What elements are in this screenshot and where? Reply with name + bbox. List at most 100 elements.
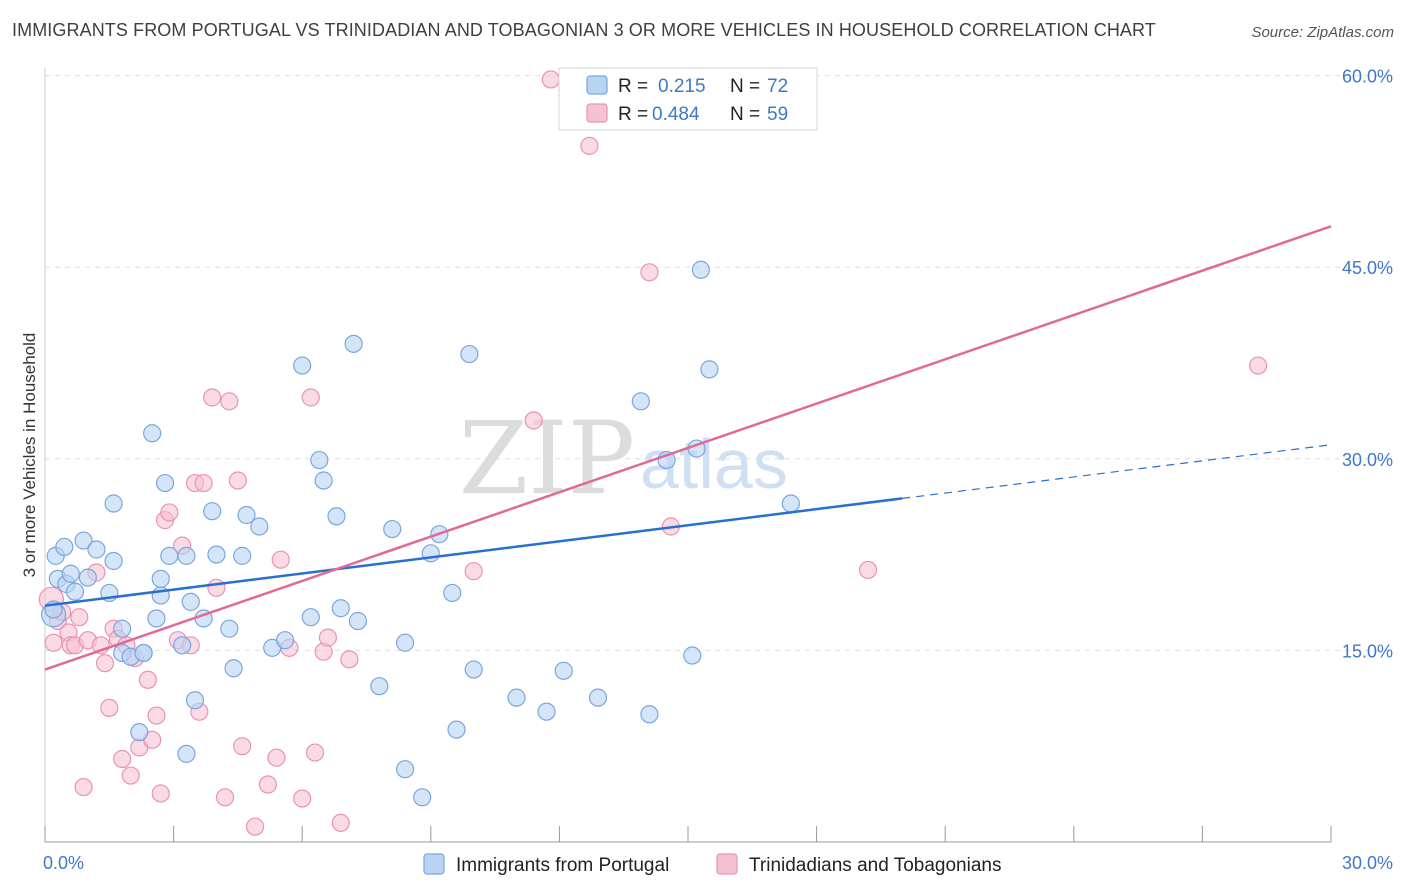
- legend-n-value-1: 72: [767, 76, 788, 97]
- point-portugal: [554, 661, 573, 680]
- point-trinidadians: [147, 706, 166, 725]
- point-portugal: [147, 609, 166, 628]
- legend-r-value-1: 0.215: [658, 76, 706, 97]
- point-trinidadians: [74, 777, 93, 797]
- legend-bottom-swatch-trinidadians: [716, 853, 738, 875]
- point-trinidadians: [203, 388, 222, 407]
- legend-r-value-2: 0.484: [652, 104, 700, 125]
- trend-line-portugal-extension: [902, 444, 1332, 499]
- point-portugal: [413, 788, 432, 807]
- y-tick-label: 60.0%: [1342, 67, 1393, 87]
- point-trinidadians: [464, 562, 483, 581]
- watermark-zip: ZIP: [459, 400, 635, 517]
- point-trinidadians: [318, 628, 338, 647]
- point-portugal: [348, 611, 368, 631]
- series-trinidadians-points: [38, 70, 1268, 836]
- point-portugal: [700, 360, 719, 379]
- point-portugal: [344, 334, 363, 353]
- point-trinidadians: [100, 698, 119, 717]
- point-portugal: [185, 691, 205, 710]
- y-tick-label: 45.0%: [1342, 258, 1393, 278]
- point-portugal: [301, 608, 320, 627]
- point-portugal: [181, 592, 200, 611]
- point-portugal: [537, 702, 556, 721]
- point-trinidadians: [228, 471, 247, 490]
- point-portugal: [177, 744, 196, 763]
- point-portugal: [61, 564, 80, 583]
- trend-lines: [44, 225, 1332, 671]
- point-trinidadians: [640, 263, 659, 282]
- point-portugal: [293, 356, 312, 375]
- watermark: ZIP atlas: [459, 400, 788, 517]
- point-portugal: [177, 546, 196, 565]
- y-tick-label: 30.0%: [1342, 450, 1393, 470]
- series-portugal-points: [40, 260, 800, 807]
- x-tick-label: 30.0%: [1342, 853, 1393, 873]
- point-trinidadians: [331, 813, 350, 832]
- point-portugal: [781, 494, 800, 513]
- point-portugal: [395, 633, 415, 652]
- point-trinidadians: [580, 136, 599, 155]
- point-portugal: [683, 646, 702, 665]
- point-portugal: [151, 569, 170, 588]
- point-portugal: [327, 507, 346, 526]
- legend-n-label-1: N =: [730, 76, 760, 97]
- point-trinidadians: [267, 748, 286, 767]
- point-trinidadians: [160, 503, 179, 522]
- point-portugal: [134, 643, 153, 663]
- point-portugal: [78, 568, 97, 587]
- point-portugal: [507, 688, 526, 707]
- point-trinidadians: [138, 670, 157, 689]
- point-portugal: [203, 502, 222, 521]
- point-portugal: [631, 392, 650, 411]
- point-portugal: [233, 546, 252, 565]
- legend-r-label-2: R =: [618, 104, 648, 125]
- point-trinidadians: [271, 550, 290, 569]
- point-trinidadians: [541, 70, 560, 89]
- point-portugal: [55, 537, 74, 557]
- point-trinidadians: [258, 775, 278, 794]
- legend-bottom-label-trinidadians: Trinidadians and Tobagonians: [749, 855, 1001, 876]
- point-portugal: [447, 720, 466, 739]
- point-portugal: [130, 723, 149, 742]
- point-trinidadians: [245, 817, 265, 836]
- legend-n-label-2: N =: [730, 104, 760, 125]
- point-trinidadians: [220, 392, 239, 411]
- point-portugal: [460, 344, 479, 364]
- legend-top: R = 0.215 N = 72 R = 0.484 N = 59: [558, 67, 818, 131]
- gridlines: [45, 75, 1393, 651]
- point-trinidadians: [305, 743, 325, 762]
- point-trinidadians: [301, 388, 320, 407]
- legend-bottom-swatch-portugal: [423, 853, 445, 875]
- point-portugal: [104, 494, 123, 513]
- point-portugal: [250, 517, 269, 536]
- trend-line-portugal: [44, 497, 903, 607]
- point-trinidadians: [151, 784, 170, 803]
- point-portugal: [383, 519, 402, 539]
- point-portugal: [87, 540, 106, 559]
- point-portugal: [207, 545, 226, 564]
- point-trinidadians: [524, 411, 543, 430]
- x-tick-label: 0.0%: [43, 853, 84, 873]
- point-portugal: [464, 660, 483, 679]
- point-portugal: [155, 473, 175, 493]
- chart-title: IMMIGRANTS FROM PORTUGAL VS TRINIDADIAN …: [12, 20, 1156, 40]
- point-portugal: [143, 424, 162, 443]
- point-trinidadians: [340, 650, 359, 669]
- axes: 15.0% 30.0% 45.0% 60.0% 0.0% 30.0%: [43, 67, 1393, 873]
- point-portugal: [331, 599, 350, 618]
- point-portugal: [691, 260, 710, 279]
- point-trinidadians: [858, 560, 878, 580]
- point-portugal: [65, 582, 85, 601]
- point-portugal: [275, 631, 295, 650]
- point-portugal: [640, 705, 659, 724]
- source-label: Source: ZipAtlas.com: [1251, 24, 1394, 41]
- point-portugal: [237, 505, 256, 525]
- point-portugal: [370, 677, 389, 696]
- legend-swatch-portugal: [586, 75, 608, 95]
- point-portugal: [588, 688, 608, 707]
- point-portugal: [113, 619, 132, 638]
- point-portugal: [74, 531, 93, 550]
- point-portugal: [314, 471, 333, 490]
- point-trinidadians: [1249, 356, 1268, 375]
